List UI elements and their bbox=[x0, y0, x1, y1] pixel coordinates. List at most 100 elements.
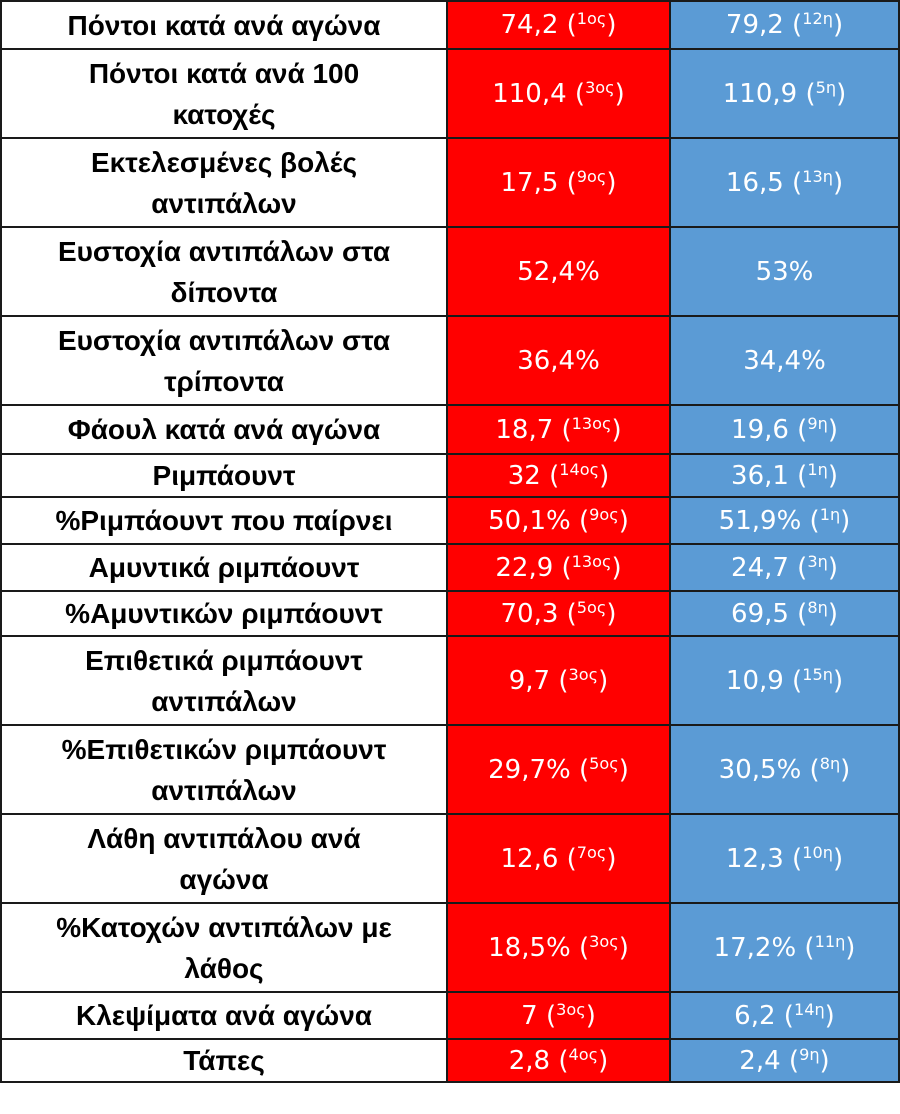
stat-value: 70,3 bbox=[500, 598, 559, 629]
stat-value: 2,4 bbox=[739, 1045, 781, 1076]
table-row: Ευστοχία αντιπάλων στα τρίποντα 36,4% 34,4… bbox=[0, 315, 900, 406]
stat-label: %Επιθετικών ριμπάουντ αντιπάλων bbox=[61, 733, 387, 806]
stat-value: 16,5 bbox=[725, 167, 784, 198]
table-row: Πόντοι κατά ανά αγώνα 74,2 (1ος) 79,2 (12η… bbox=[0, 0, 900, 50]
stat-value: 22,9 bbox=[495, 552, 554, 583]
league-rank: 5η bbox=[815, 77, 837, 97]
team2-value-cell: 24,7 (3η) bbox=[669, 543, 900, 592]
stat-value: 17,5 bbox=[500, 167, 559, 198]
team1-value-cell: 32 (14ος) bbox=[446, 453, 671, 498]
league-rank: 8η bbox=[807, 597, 828, 617]
team1-value-cell: 18,7 (13ος) bbox=[446, 404, 671, 455]
table-row: Πόντοι κατά ανά 100 κατοχές 110,4 (3ος) 11… bbox=[0, 48, 900, 139]
stat-value: 79,2 bbox=[725, 10, 784, 40]
stat-label: %Κατοχών αντιπάλων με λάθος bbox=[56, 911, 392, 984]
table-row: Φάουλ κατά ανά αγώνα 18,7 (13ος) 19,6 (9η) bbox=[0, 404, 900, 455]
table-row: Αμυντικά ριμπάουντ 22,9 (13ος) 24,7 (3η) bbox=[0, 543, 900, 592]
team1-value-cell: 110,4 (3ος) bbox=[446, 48, 671, 139]
league-rank: 13ος bbox=[571, 551, 612, 571]
stat-value: 29,7% bbox=[488, 754, 571, 785]
stat-value: 2,8 bbox=[508, 1045, 551, 1076]
stat-label-cell: Ριμπάουντ bbox=[0, 453, 448, 498]
league-rank: 15η bbox=[802, 664, 833, 684]
league-rank: 9ος bbox=[576, 166, 607, 186]
league-rank: 5ος bbox=[576, 597, 607, 617]
stat-label: Τάπες bbox=[183, 1045, 265, 1076]
team2-value-cell: 30,5% (8η) bbox=[669, 724, 900, 815]
team1-value-cell: 7 (3ος) bbox=[446, 991, 671, 1040]
stat-value: 12,3 bbox=[725, 843, 784, 874]
table-row: %Ριμπάουντ που παίρνει 50,1% (9ος) 51,9% (… bbox=[0, 496, 900, 545]
league-rank: 1ος bbox=[576, 9, 607, 29]
stat-value: 18,7 bbox=[495, 414, 554, 445]
stat-label-cell: Ευστοχία αντιπάλων στα δίποντα bbox=[0, 226, 448, 317]
stat-value: 7 bbox=[521, 1000, 538, 1031]
stat-value: 17,2% bbox=[713, 932, 797, 963]
stat-value: 10,9 bbox=[725, 665, 784, 696]
table-row: Τάπες 2,8 (4ος) 2,4 (9η) bbox=[0, 1038, 900, 1083]
stat-label: Κλεψίματα ανά αγώνα bbox=[75, 1000, 372, 1031]
table-row: %Επιθετικών ριμπάουντ αντιπάλων 29,7% (5ο… bbox=[0, 724, 900, 815]
league-rank: 10η bbox=[802, 842, 833, 862]
stat-value: 74,2 bbox=[500, 10, 559, 40]
stat-value: 110,4 bbox=[492, 78, 567, 109]
league-rank: 14ος bbox=[559, 459, 600, 479]
stat-value: 6,2 bbox=[734, 1000, 776, 1031]
league-rank: 3ος bbox=[589, 931, 619, 951]
league-rank: 4ος bbox=[568, 1044, 599, 1064]
stat-label-cell: Εκτελεσμένες βολές αντιπάλων bbox=[0, 137, 448, 228]
team2-value-cell: 6,2 (14η) bbox=[669, 991, 900, 1040]
team1-value-cell: 18,5% (3ος) bbox=[446, 902, 671, 993]
stat-label: Ευστοχία αντιπάλων στα δίποντα bbox=[57, 235, 391, 308]
team1-value-cell: 52,4% bbox=[446, 226, 671, 317]
stat-label-cell: Κλεψίματα ανά αγώνα bbox=[0, 991, 448, 1040]
stat-value: 24,7 bbox=[731, 552, 789, 583]
stat-value: 51,9% bbox=[718, 505, 802, 536]
stat-label: Εκτελεσμένες βολές αντιπάλων bbox=[90, 146, 357, 219]
stat-value: 18,5% bbox=[488, 932, 571, 963]
table-row: Ριμπάουντ 32 (14ος) 36,1 (1η) bbox=[0, 453, 900, 498]
team1-value-cell: 9,7 (3ος) bbox=[446, 635, 671, 726]
team2-value-cell: 16,5 (13η) bbox=[669, 137, 900, 228]
team2-value-cell: 51,9% (1η) bbox=[669, 496, 900, 545]
team2-value-cell: 10,9 (15η) bbox=[669, 635, 900, 726]
team2-value-cell: 79,2 (12η) bbox=[669, 0, 900, 50]
stat-value: 36,4% bbox=[517, 345, 600, 376]
team1-value-cell: 74,2 (1ος) bbox=[446, 0, 671, 50]
league-rank: 1η bbox=[807, 459, 828, 479]
stat-value: 36,1 bbox=[731, 460, 789, 491]
stat-label-cell: %Αμυντικών ριμπάουντ bbox=[0, 590, 448, 637]
team1-value-cell: 29,7% (5ος) bbox=[446, 724, 671, 815]
stat-label: Ριμπάουντ bbox=[152, 460, 296, 491]
team1-value-cell: 12,6 (7ος) bbox=[446, 813, 671, 904]
league-rank: 3ος bbox=[568, 664, 599, 684]
table-row: %Κατοχών αντιπάλων με λάθος 18,5% (3ος) 17… bbox=[0, 902, 900, 993]
stat-label: Αμυντικά ριμπάουντ bbox=[88, 552, 360, 583]
stats-comparison-table: Πόντοι κατά ανά αγώνα 74,2 (1ος) 79,2 (12η… bbox=[0, 0, 900, 1083]
stat-label-cell: Φάουλ κατά ανά αγώνα bbox=[0, 404, 448, 455]
stat-label: Λάθη αντιπάλου ανά αγώνα bbox=[87, 822, 361, 895]
league-rank: 12η bbox=[802, 9, 833, 29]
stat-value: 69,5 bbox=[731, 598, 789, 629]
stat-label-cell: Επιθετικά ριμπάουντ αντιπάλων bbox=[0, 635, 448, 726]
league-rank: 3ος bbox=[585, 77, 615, 97]
stat-label: Πόντοι κατά ανά 100 κατοχές bbox=[88, 57, 360, 130]
league-rank: 9η bbox=[799, 1044, 820, 1064]
stat-value: 52,4% bbox=[517, 256, 600, 287]
league-rank: 13ος bbox=[571, 413, 612, 433]
stat-label-cell: Λάθη αντιπάλου ανά αγώνα bbox=[0, 813, 448, 904]
team1-value-cell: 50,1% (9ος) bbox=[446, 496, 671, 545]
team2-value-cell: 36,1 (1η) bbox=[669, 453, 900, 498]
stat-value: 19,6 bbox=[731, 414, 789, 445]
stat-label: Πόντοι κατά ανά αγώνα bbox=[67, 9, 381, 41]
league-rank: 8η bbox=[819, 753, 841, 773]
stat-value: 30,5% bbox=[718, 754, 802, 785]
stat-value: 34,4% bbox=[743, 345, 826, 376]
league-rank: 3η bbox=[807, 551, 828, 571]
table-row: %Αμυντικών ριμπάουντ 70,3 (5ος) 69,5 (8η) bbox=[0, 590, 900, 637]
league-rank: 14η bbox=[793, 999, 825, 1019]
team1-value-cell: 2,8 (4ος) bbox=[446, 1038, 671, 1083]
stat-label-cell: Ευστοχία αντιπάλων στα τρίποντα bbox=[0, 315, 448, 406]
stat-value: 12,6 bbox=[500, 843, 559, 874]
team1-value-cell: 36,4% bbox=[446, 315, 671, 406]
